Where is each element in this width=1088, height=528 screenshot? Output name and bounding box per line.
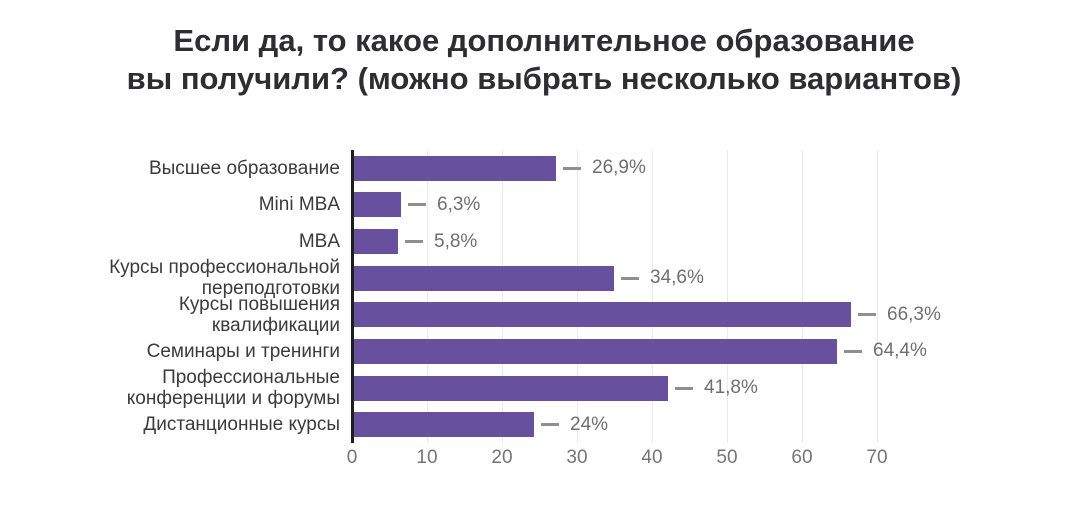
category-label: Курсы профессиональной переподготовки	[0, 257, 340, 300]
category-label-line: квалификации	[211, 314, 340, 336]
value-label: 41,8%	[704, 377, 758, 399]
x-tick-label: 70	[866, 447, 888, 468]
value-callout-line	[405, 240, 423, 244]
chart-title-line2: вы получили? (можно выбрать несколько ва…	[126, 61, 962, 96]
bar	[354, 338, 837, 364]
chart-title: Если да, то какое дополнительное образов…	[0, 22, 1088, 98]
x-tick-label: 20	[491, 447, 513, 468]
value-callout-line	[844, 349, 862, 353]
gridline	[501, 150, 503, 443]
bar	[354, 302, 851, 328]
category-label-line: Дистанционные курсы	[143, 414, 340, 436]
gridline	[801, 150, 803, 443]
category-label-line: Mini MBA	[258, 194, 340, 216]
x-tick-label: 40	[641, 447, 663, 468]
value-callout-line	[541, 423, 559, 427]
chart-title-line1: Если да, то какое дополнительное образов…	[173, 23, 915, 58]
value-label: 24%	[570, 413, 609, 435]
bar	[354, 192, 401, 218]
value-callout-line	[858, 313, 876, 317]
gridline	[426, 150, 428, 443]
category-label: Курсы повышения квалификации	[0, 293, 340, 336]
category-label-line: Курсы профессиональной	[109, 257, 340, 279]
category-label: Профессиональные конференции и форумы	[0, 367, 340, 410]
category-label-line: MBA	[298, 231, 340, 253]
value-callout-line	[408, 203, 426, 207]
x-tick-label: 10	[416, 447, 438, 468]
category-label-line: Профессиональные	[162, 367, 340, 389]
x-tick-label: 30	[566, 447, 588, 468]
category-label-line: Курсы повышения	[178, 293, 340, 315]
category-label-line: переподготовки	[201, 278, 340, 300]
category-label: Семинары и тренинги	[0, 333, 340, 370]
category-label: Дистанционные курсы	[0, 406, 340, 443]
bar	[354, 155, 556, 181]
bar	[354, 229, 398, 255]
gridline	[576, 150, 578, 443]
value-label: 6,3%	[437, 193, 481, 215]
category-label-line: конференции и форумы	[126, 388, 340, 410]
value-callout-line	[621, 276, 639, 280]
bar	[354, 412, 534, 438]
category-label: MBA	[0, 223, 340, 260]
value-callout-line	[563, 166, 581, 170]
value-label: 26,9%	[592, 157, 646, 179]
x-axis-line	[351, 150, 354, 443]
gridline	[876, 150, 878, 443]
x-tick-label: 60	[791, 447, 813, 468]
value-label: 66,3%	[887, 303, 941, 325]
x-tick-label: 0	[346, 447, 358, 468]
bar	[354, 265, 614, 291]
value-label: 64,4%	[873, 340, 927, 362]
gridline	[726, 150, 728, 443]
gridline	[651, 150, 653, 443]
value-callout-line	[675, 386, 693, 390]
category-label: Mini MBA	[0, 187, 340, 224]
category-label-line: Семинары и тренинги	[146, 340, 340, 362]
category-label-line: Высшее образование	[148, 157, 340, 179]
bar	[354, 375, 668, 401]
value-label: 34,6%	[650, 267, 704, 289]
category-label: Высшее образование	[0, 150, 340, 187]
value-label: 5,8%	[434, 230, 478, 252]
x-tick-label: 50	[716, 447, 738, 468]
